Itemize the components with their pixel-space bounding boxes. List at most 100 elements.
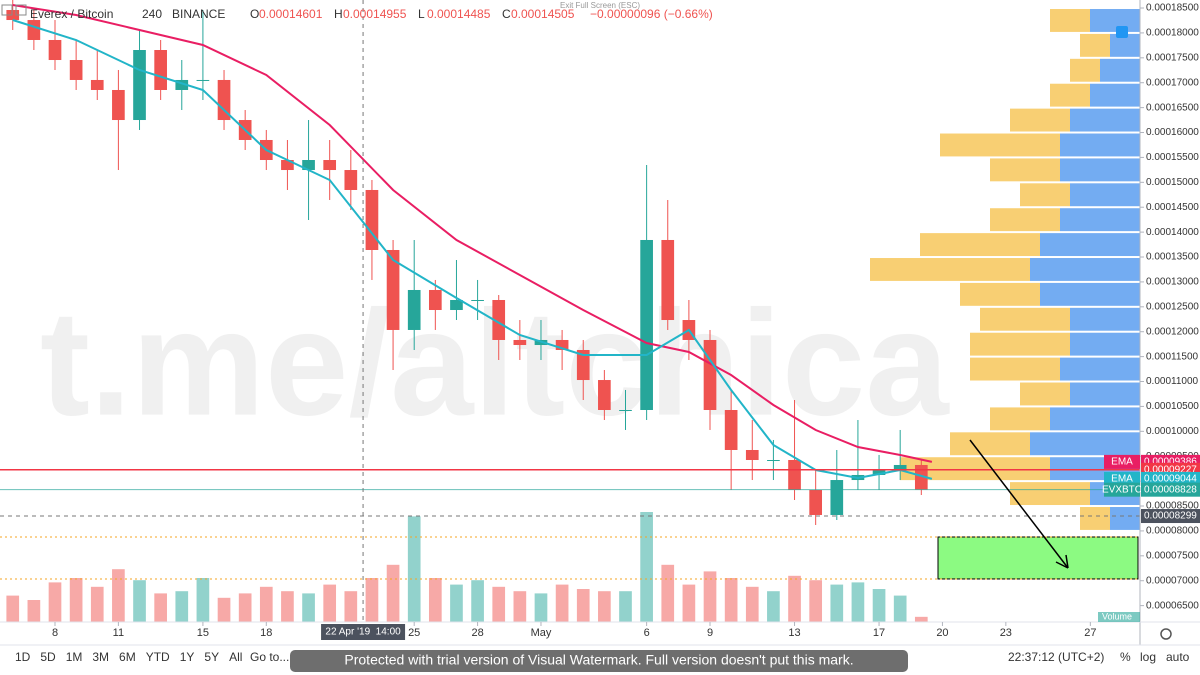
candle-body: [661, 239, 675, 321]
x-tick-label: 15: [197, 627, 209, 639]
profile-up: [1070, 332, 1140, 356]
y-tick-label: 0.00011500: [1146, 351, 1199, 362]
candle-body: [830, 480, 844, 515]
x-tick-label: 6: [644, 627, 650, 639]
volume-bar: [703, 571, 717, 622]
ohlc-label: O: [250, 7, 259, 21]
ohlc-value: 0.00014955: [343, 7, 407, 21]
ohlc-label: C: [502, 7, 511, 21]
target-zone: [937, 536, 1139, 580]
y-tick-label: 0.00016500: [1146, 102, 1199, 113]
range-button[interactable]: 6M: [119, 650, 136, 664]
exchange: BINANCE: [172, 7, 225, 21]
candle-body: [112, 89, 125, 121]
volume-bar: [893, 595, 907, 622]
ohlc-label: L: [418, 7, 425, 21]
volume-bar: [513, 591, 527, 622]
profile-up: [1030, 432, 1140, 456]
y-tick-label: 0.00017500: [1146, 52, 1199, 63]
volume-bar: [90, 586, 104, 622]
y-tick-label: 0.00013500: [1146, 252, 1199, 263]
profile-down: [1080, 507, 1110, 530]
range-button[interactable]: 5Y: [204, 650, 219, 664]
tag-value: 0.00009227: [1144, 464, 1197, 475]
ohlc-label: H: [334, 7, 343, 21]
crosshair-label: 22 Apr '19 14:00: [325, 627, 401, 638]
volume-bar: [344, 591, 358, 622]
axis-layer: 0.00006500 0.00007000 0.00007500 0.00008000…: [52, 3, 1199, 639]
expand-icon[interactable]: [1, 4, 13, 16]
volume-profile-layer: [870, 9, 1140, 530]
tag-value: 0.00009044: [1144, 474, 1197, 485]
volume-bar: [196, 578, 210, 622]
settings-icon[interactable]: [1116, 26, 1128, 38]
range-button[interactable]: YTD: [146, 650, 170, 664]
volume-bar: [640, 512, 653, 622]
y-tick-label: 0.00015500: [1146, 152, 1199, 163]
candle-body: [344, 170, 358, 190]
tag-value: 0.00008828: [1144, 484, 1197, 495]
candle-body: [513, 339, 527, 346]
tag-value-bg: [1141, 509, 1200, 524]
option-button[interactable]: auto: [1166, 650, 1190, 664]
y-tick-label: 0.00012500: [1146, 301, 1199, 312]
profile-down: [940, 133, 1060, 157]
y-tick-label: 0.00006500: [1146, 600, 1199, 611]
profile-down: [950, 432, 1030, 456]
volume-bar: [809, 580, 823, 622]
candle-body: [872, 470, 886, 475]
volume-bar: [175, 591, 189, 622]
profile-up: [1090, 83, 1140, 107]
profile-down: [990, 208, 1060, 232]
profile-down: [990, 158, 1060, 182]
x-tick-label: 25: [408, 627, 420, 639]
gear-icon[interactable]: [1160, 628, 1172, 640]
tag-name-bg: [1104, 482, 1140, 497]
candle-body: [745, 449, 759, 461]
option-button[interactable]: %: [1120, 650, 1131, 664]
volume-bar: [154, 593, 167, 622]
x-tick-label: 11: [113, 627, 124, 639]
volume-bar: [27, 600, 41, 622]
volume-bar: [788, 575, 801, 622]
option-button[interactable]: log: [1140, 650, 1156, 664]
candle-body: [450, 299, 463, 311]
candle-body: [619, 410, 632, 412]
profile-up: [1040, 233, 1140, 257]
profile-down: [1050, 83, 1090, 107]
y-tick-label: 0.00011000: [1146, 376, 1199, 387]
volume-bar: [534, 593, 548, 622]
volume-bar: [112, 569, 125, 622]
range-button[interactable]: All: [229, 650, 242, 664]
range-button[interactable]: 3M: [92, 650, 109, 664]
volume-bar: [323, 584, 337, 622]
candle-body: [809, 489, 823, 515]
y-tick-label: 0.00007000: [1146, 575, 1199, 586]
volume-bar: [555, 584, 569, 622]
volume-bar: [6, 595, 20, 622]
banner: Protected with trial version of Visual W…: [344, 652, 853, 668]
candle-body: [703, 339, 717, 411]
tag-value-bg: [1141, 471, 1200, 486]
exit-fullscreen[interactable]: Exit Full Screen (ESC): [560, 1, 640, 10]
profile-up: [1090, 9, 1140, 32]
candle-body: [471, 299, 484, 301]
volume-bar: [48, 582, 62, 622]
volume-bar: [471, 580, 484, 622]
range-button[interactable]: 1D: [15, 650, 31, 664]
volume-bar: [281, 591, 294, 622]
goto[interactable]: Go to...: [250, 650, 289, 664]
tag-name: EMA: [1111, 474, 1133, 485]
range-button[interactable]: 5D: [40, 650, 56, 664]
y-tick-label: 0.00014000: [1146, 227, 1199, 238]
x-tick-label: 23: [1000, 627, 1012, 639]
volume-name: Volume: [1102, 611, 1132, 621]
profile-down: [990, 407, 1050, 431]
range-button[interactable]: 1Y: [180, 650, 195, 664]
candle-body: [217, 79, 231, 121]
candle-body: [914, 464, 928, 490]
range-button[interactable]: 1M: [66, 650, 83, 664]
candle-body: [428, 289, 442, 311]
profile-up: [1050, 407, 1140, 431]
